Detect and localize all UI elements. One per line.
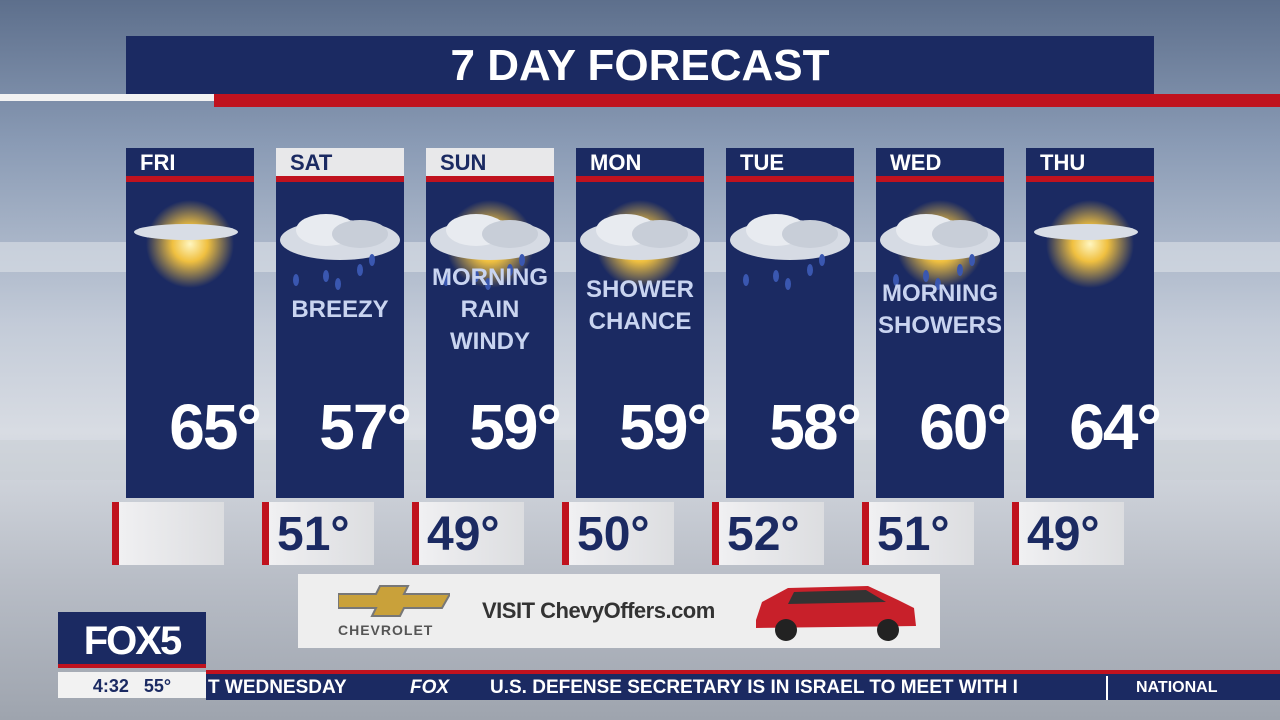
forecast-day-wed: WED MORNING SHOWERS 60°	[876, 148, 1012, 498]
condition-text: MORNING RAIN WINDY	[426, 262, 554, 358]
day-label: MON	[576, 148, 704, 182]
red-suv-image	[756, 586, 916, 641]
condition-line: WINDY	[450, 328, 530, 355]
low-temp: 49°	[1012, 502, 1124, 565]
forecast-day-mon: MON SHOWER CHANCE 59°	[576, 148, 712, 498]
low-temp: 51°	[262, 502, 374, 565]
condition-text: MORNING SHOWERS	[876, 278, 1004, 342]
sun-thin-cloud-icon	[134, 200, 238, 288]
ad-text: VISIT ChevyOffers.com	[482, 598, 715, 623]
condition-line: MORNING	[882, 280, 998, 307]
forecast-day-thu: THU 64°	[1026, 148, 1162, 498]
chevy-ad-banner[interactable]: CHEVROLET VISIT ChevyOffers.com	[298, 574, 940, 648]
clock-time: 4:32	[92, 676, 129, 696]
day-label: THU	[1026, 148, 1154, 182]
ticker-headline: U.S. DEFENSE SECRETARY IS IN ISRAEL TO M…	[490, 677, 1018, 698]
sun-cloud-rain-icon	[430, 200, 550, 290]
condition-line: BREEZY	[291, 296, 389, 323]
sun-cloud-icon	[580, 200, 700, 288]
fox-ticker-logo: FOX	[410, 677, 450, 698]
low-temp	[112, 502, 224, 565]
chevrolet-bowtie-icon	[338, 585, 450, 617]
page-title: 7 DAY FORECAST	[126, 36, 1154, 94]
high-temp: 65°	[169, 391, 262, 463]
forecast-day-tue: TUE 58°	[726, 148, 862, 498]
time-temp: 4:32 55°	[58, 672, 206, 698]
ad-brand: CHEVROLET	[338, 622, 434, 638]
ticker-section: NATIONAL	[1136, 679, 1218, 696]
high-temp: 59°	[619, 391, 712, 463]
low-temp: 50°	[562, 502, 674, 565]
high-temp: 58°	[769, 391, 862, 463]
high-temp: 64°	[1069, 391, 1162, 463]
condition-line: RAIN	[460, 296, 520, 323]
ticker-prev: T WEDNESDAY	[208, 677, 347, 698]
day-label: SAT	[276, 148, 404, 182]
day-label: SUN	[426, 148, 554, 182]
high-temp: 59°	[469, 391, 562, 463]
day-label: WED	[876, 148, 1004, 182]
current-temp: 55°	[143, 676, 172, 696]
condition-text: SHOWER CHANCE	[576, 274, 704, 338]
forecast-day-fri: FRI 65°	[126, 148, 262, 498]
divider	[1106, 676, 1108, 700]
condition-line: SHOWERS	[877, 312, 1002, 339]
high-temp: 60°	[919, 391, 1012, 463]
sun-cloud-rain-icon	[880, 200, 1000, 290]
condition-line: SHOWER	[586, 276, 694, 303]
day-label: TUE	[726, 148, 854, 182]
condition-line: MORNING	[432, 264, 548, 291]
low-temp: 51°	[862, 502, 974, 565]
high-temp: 57°	[319, 391, 412, 463]
cloud-rain-icon	[730, 214, 850, 290]
forecast-day-sun: SUN MORNING RAIN WINDY 59°	[426, 148, 562, 498]
day-label: FRI	[126, 148, 254, 182]
sun-thin-cloud-icon	[1034, 200, 1138, 288]
cloud-rain-icon	[280, 214, 400, 290]
news-ticker: T WEDNESDAY FOX U.S. DEFENSE SECRETARY I…	[206, 670, 1280, 700]
divider	[214, 94, 1280, 107]
condition-text: BREEZY	[276, 294, 404, 326]
condition-line: CHANCE	[588, 308, 692, 335]
fox5-logo: FOX5	[58, 612, 206, 668]
low-temp: 52°	[712, 502, 824, 565]
low-temp: 49°	[412, 502, 524, 565]
divider	[0, 94, 214, 101]
forecast-day-sat: SAT BREEZY 57°	[276, 148, 412, 498]
